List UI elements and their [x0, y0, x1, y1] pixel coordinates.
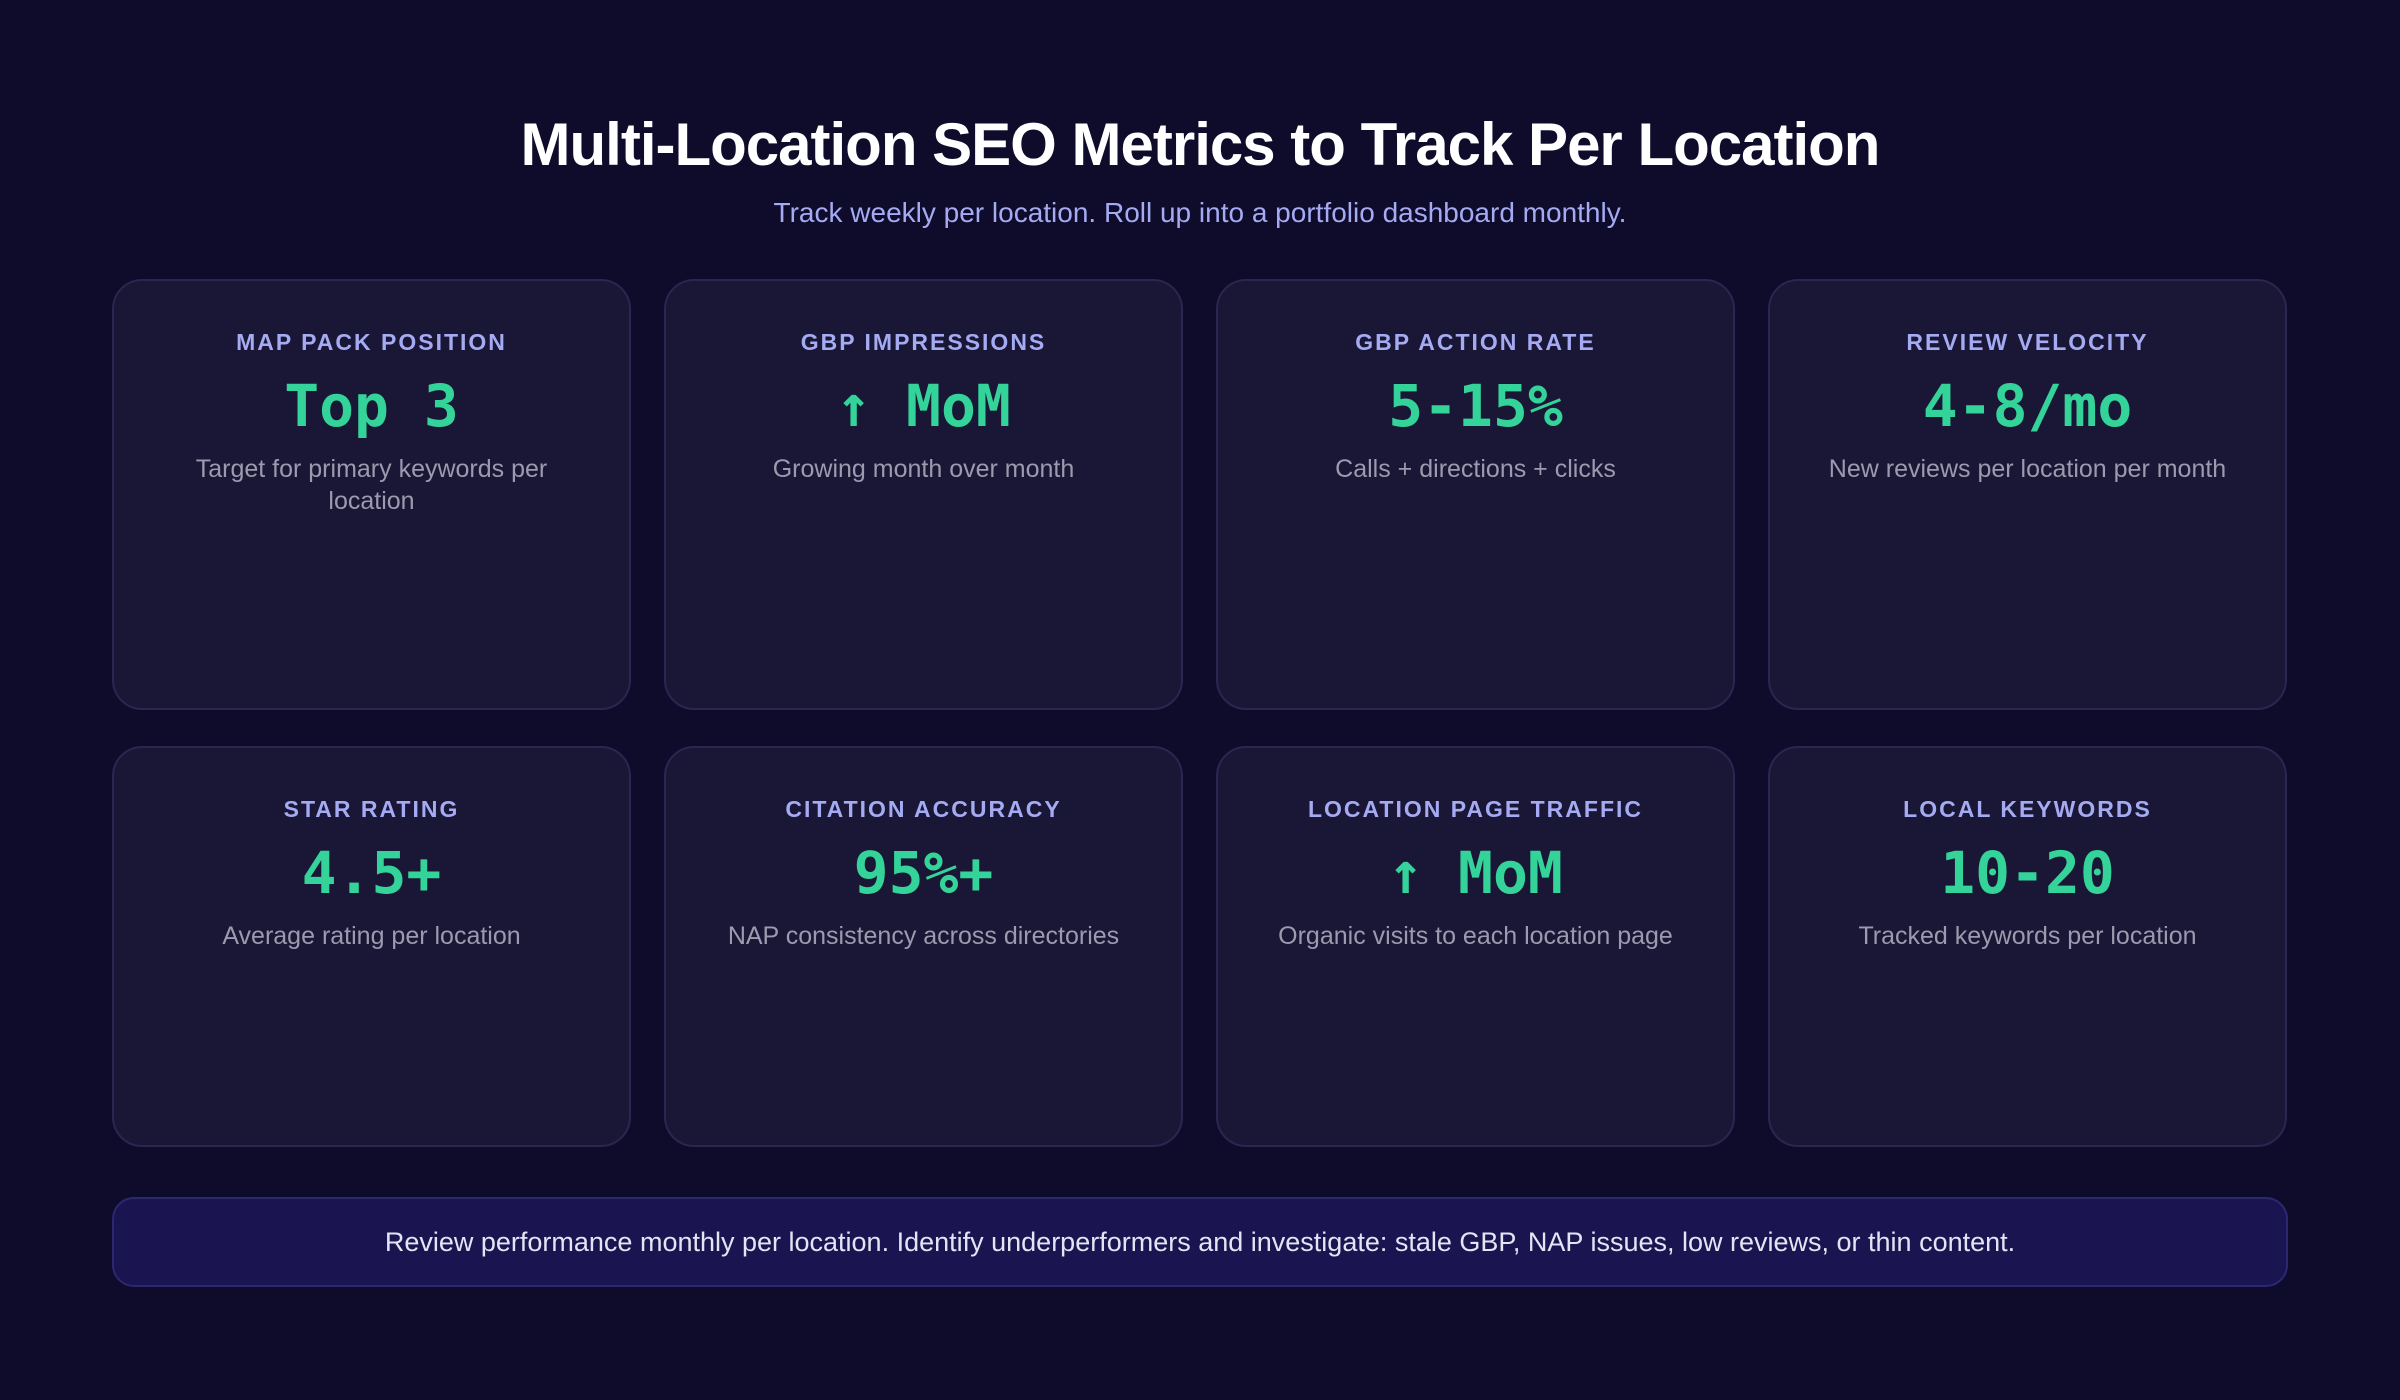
metric-label: GBP IMPRESSIONS: [800, 329, 1047, 355]
metric-description: Calls + directions + clicks: [1335, 455, 1616, 483]
metric-label: CITATION ACCURACY: [785, 796, 1062, 822]
metric-value: 4.5+: [301, 839, 442, 907]
metric-card: MAP PACK POSITION Top 3 Target for primary…: [112, 279, 631, 710]
metric-label: LOCAL KEYWORDS: [1903, 796, 2152, 822]
metric-description: Organic visits to each location page: [1278, 922, 1673, 950]
metric-card: CITATION ACCURACY 95%+ NAP consistency acr…: [664, 746, 1183, 1147]
metric-card: STAR RATING 4.5+ Average rating per locati…: [112, 746, 631, 1147]
metric-card: GBP IMPRESSIONS ↑ MoM Growing month over m…: [664, 279, 1183, 710]
metric-description: Growing month over month: [772, 455, 1075, 483]
title: Multi-Location SEO Metrics to Track Per …: [520, 111, 1881, 178]
metric-description: Target for primary keywords per location: [195, 455, 548, 515]
metric-value: 10-20: [1940, 839, 2115, 907]
metric-label: STAR RATING: [283, 796, 460, 822]
metric-value: 95%+: [853, 839, 994, 907]
metric-value: ↑ MoM: [836, 372, 1011, 440]
metric-value: 5-15%: [1388, 372, 1563, 440]
metric-description: Tracked keywords per location: [1858, 922, 2197, 950]
metric-label: LOCATION PAGE TRAFFIC: [1307, 796, 1643, 822]
metric-card: LOCATION PAGE TRAFFIC ↑ MoM Organic visits…: [1216, 746, 1735, 1147]
metric-label: MAP PACK POSITION: [236, 329, 507, 355]
subtitle: Track weekly per location. Roll up into …: [773, 197, 1627, 228]
metric-card: REVIEW VELOCITY 4-8/mo New reviews per loc…: [1768, 279, 2287, 710]
metric-card: LOCAL KEYWORDS 10-20 Tracked keywords per …: [1768, 746, 2287, 1147]
metric-grid: MAP PACK POSITION Top 3 Target for primary…: [112, 279, 2288, 1147]
metric-value: Top 3: [284, 372, 459, 440]
metric-description: Average rating per location: [222, 922, 521, 950]
metric-card: GBP ACTION RATE 5-15% Calls + directions +…: [1216, 279, 1735, 710]
metric-value: ↑ MoM: [1388, 839, 1563, 907]
metric-value: 4-8/mo: [1922, 372, 2133, 440]
metric-label: GBP ACTION RATE: [1355, 329, 1596, 355]
metric-description: New reviews per location per month: [1828, 455, 2227, 483]
metric-label: REVIEW VELOCITY: [1906, 329, 2149, 355]
footer-note: Review performance monthly per location.…: [112, 1197, 2288, 1287]
metric-description: NAP consistency across directories: [727, 922, 1120, 950]
